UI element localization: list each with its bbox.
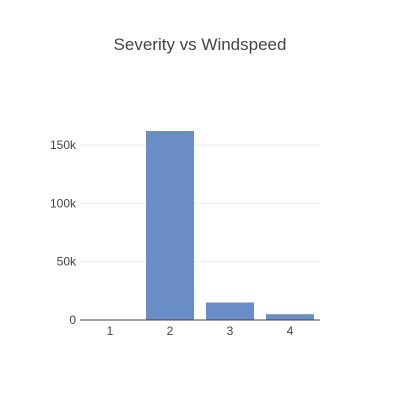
x-tick-label: 1: [107, 324, 114, 338]
x-tick-label: 4: [287, 324, 294, 338]
bar-3[interactable]: [206, 302, 254, 321]
y-tick-labels: 0 50k 100k 150k: [50, 138, 77, 327]
x-tick-labels: 1 2 3 4: [107, 324, 294, 338]
x-tick-label: 3: [227, 324, 234, 338]
y-tick-label: 150k: [50, 138, 77, 152]
bars: [146, 131, 314, 320]
y-tick-label: 100k: [50, 196, 77, 210]
y-tick-label: 50k: [57, 255, 77, 269]
bar-4[interactable]: [266, 314, 314, 320]
y-tick-label: 0: [69, 313, 76, 327]
x-tick-label: 2: [167, 324, 174, 338]
gridlines: [80, 144, 320, 263]
chart-title: Severity vs Windspeed: [114, 35, 287, 54]
bar-2[interactable]: [146, 131, 194, 320]
